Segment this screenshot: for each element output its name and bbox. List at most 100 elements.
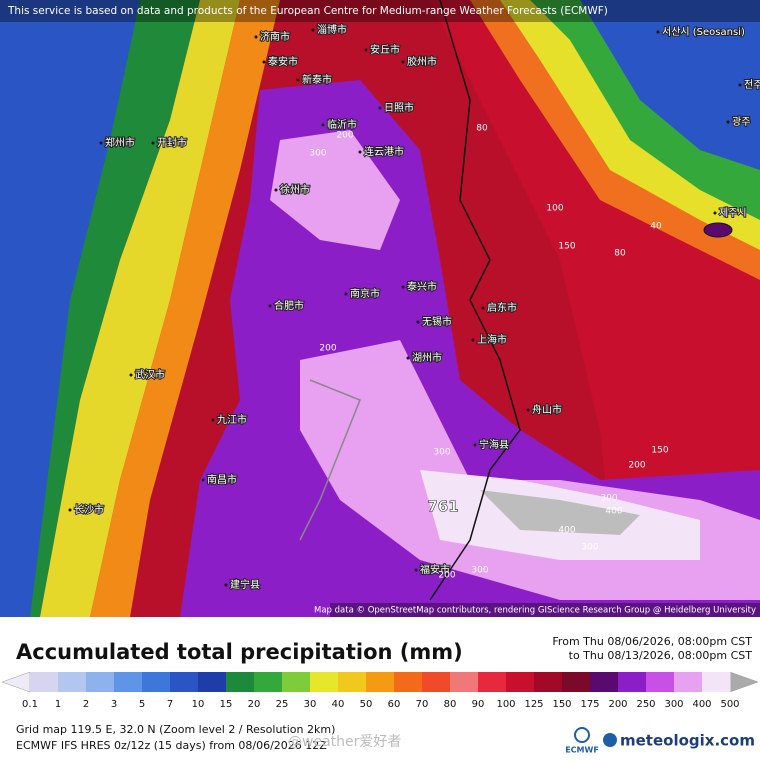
colorbar-box [562, 672, 591, 692]
city-label: 长沙市 [74, 503, 104, 516]
colorbar-high-arrow [730, 672, 758, 692]
city-dot [527, 409, 530, 412]
colorbar-box [534, 672, 563, 692]
colorbar-label: 90 [472, 699, 485, 710]
city-dot [345, 293, 348, 296]
colorbar-label: 2 [83, 699, 89, 710]
city-dot [714, 212, 717, 215]
colorbar-label: 60 [388, 699, 401, 710]
city-dot [69, 509, 72, 512]
colorbar-label: 25 [276, 699, 289, 710]
contour-label: 300 [471, 566, 488, 576]
colorbar-label: 5 [139, 699, 145, 710]
city-dot [474, 444, 477, 447]
colorbar-label: 1 [55, 699, 61, 710]
city-label: 郑州市 [105, 136, 135, 149]
city-dot [359, 151, 362, 154]
colorbar-box [142, 672, 171, 692]
colorbar-box [338, 672, 367, 692]
colorbar-label: 70 [416, 699, 429, 710]
ecmwf-text: ECMWF [565, 746, 599, 755]
contour-label: 150 [558, 242, 575, 252]
city-label: 서산시 (Seosansi) [662, 26, 745, 38]
date-to: to Thu 08/13/2026, 08:00pm CST [569, 649, 753, 662]
city-label: 九江市 [217, 413, 247, 426]
colorbar-box [282, 672, 311, 692]
city-label: 临沂市 [327, 118, 357, 131]
colorbar-box [478, 672, 507, 692]
city-label: 上海市 [477, 333, 507, 346]
city-label: 建宁县 [230, 578, 260, 591]
city-label: 开封市 [157, 136, 187, 149]
colorbar-label: 15 [220, 699, 233, 710]
city-dot [407, 357, 410, 360]
city-dot [275, 189, 278, 192]
city-label: 日照市 [384, 101, 414, 114]
city-dot [739, 84, 742, 87]
city-label: 南京市 [350, 287, 380, 300]
city-dot [312, 29, 315, 32]
contour-label: 300 [581, 543, 598, 553]
colorbar-box [674, 672, 703, 692]
colorbar-label: 50 [360, 699, 373, 710]
colorbar-box [30, 672, 59, 692]
colorbar-box [114, 672, 143, 692]
city-label: 连云港市 [364, 145, 404, 158]
colorbar-box [254, 672, 283, 692]
contour-label: 150 [651, 446, 668, 456]
colorbar-label: 500 [720, 699, 739, 710]
colorbar-label: 100 [496, 699, 515, 710]
colorbar-label: 175 [580, 699, 599, 710]
city-dot [225, 584, 228, 587]
city-dot [263, 61, 266, 64]
colorbar-label: 300 [664, 699, 683, 710]
city-dot [657, 31, 660, 34]
city-dot [402, 61, 405, 64]
contour-label: 200 [628, 461, 645, 471]
city-label: 启东市 [487, 301, 517, 314]
colorbar-low-arrow [2, 672, 30, 692]
colorbar-label: 150 [552, 699, 571, 710]
city-dot [365, 49, 368, 52]
city-label: 徐州市 [280, 183, 310, 196]
model-info: ECMWF IFS HRES 0z/12z (15 days) from 08/… [16, 739, 327, 752]
colorbar-label: 10 [192, 699, 205, 710]
city-dot [727, 121, 730, 124]
colorbar-box [702, 672, 731, 692]
colorbar-box [506, 672, 535, 692]
contour-label: 40 [650, 222, 662, 232]
city-label: 泰兴市 [407, 280, 437, 293]
city-label: 泰安市 [268, 55, 298, 68]
brand: meteologix.com [620, 732, 755, 750]
city-dot [255, 36, 258, 39]
colorbar-box [170, 672, 199, 692]
contour-label: 400 [605, 507, 622, 517]
colorbar-label: 0.1 [22, 699, 38, 710]
city-label: 无锡市 [422, 315, 452, 328]
city-label: 淄博市 [317, 23, 347, 36]
city-dot [202, 479, 205, 482]
city-dot [322, 124, 325, 127]
colorbar-label: 80 [444, 699, 457, 710]
legend-title: Accumulated total precipitation (mm) [16, 640, 463, 664]
city-dot [417, 321, 420, 324]
colorbar-box [198, 672, 227, 692]
city-dot [482, 307, 485, 310]
contour-label: 300 [600, 494, 617, 504]
city-dot [415, 569, 418, 572]
contour-label: 200 [319, 344, 336, 354]
contour-label: 100 [546, 204, 563, 214]
colorbar-label: 30 [304, 699, 317, 710]
city-dot [100, 142, 103, 145]
colorbar-label: 20 [248, 699, 261, 710]
colorbar-box [58, 672, 87, 692]
city-label: 武汉市 [135, 368, 165, 381]
watermark: @weather爱好者 [288, 734, 401, 750]
city-dot [297, 79, 300, 82]
max-label: 761 [427, 498, 458, 516]
notice: This service is based on data and produc… [7, 5, 608, 17]
contour-label: 200 [336, 131, 353, 141]
city-label: 合肥市 [274, 299, 304, 312]
